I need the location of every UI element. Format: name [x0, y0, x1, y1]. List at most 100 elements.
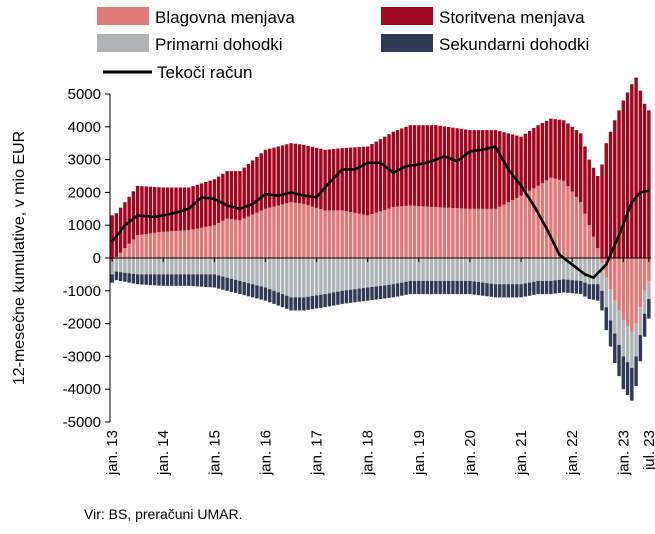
bar-segment — [532, 258, 536, 282]
bar-segment — [429, 258, 434, 281]
bar-segment — [182, 274, 187, 286]
bar-segment — [216, 275, 221, 289]
x-tick-label: jan. 15 — [206, 430, 223, 476]
bar-segment — [246, 163, 251, 217]
bar-segment — [446, 258, 451, 281]
bar-segment — [259, 153, 263, 211]
bar-segment — [434, 125, 438, 208]
bar-segment — [481, 282, 485, 296]
bar-segment — [310, 206, 315, 258]
x-tick-label: jan. 21 — [513, 430, 530, 476]
bar-segment — [638, 90, 643, 258]
bar-segment — [263, 287, 268, 301]
bar-segment — [272, 147, 276, 207]
bar-segment — [191, 258, 195, 275]
bar-segment — [429, 206, 434, 258]
bar-segment — [442, 258, 447, 281]
bar-segment — [604, 258, 608, 278]
y-tick-label: 1000 — [68, 217, 101, 234]
bar-segment — [348, 258, 353, 290]
bar-segment — [434, 207, 438, 258]
bar-segment — [630, 258, 634, 332]
bar-segment — [451, 127, 455, 208]
bar-segment — [391, 258, 396, 285]
bar-segment — [604, 307, 608, 331]
bar-segment — [280, 258, 285, 295]
y-tick-label: 0 — [93, 250, 101, 267]
bar-segment — [135, 235, 140, 258]
bar-segment — [425, 206, 430, 258]
y-tick-label: -1000 — [63, 283, 101, 300]
bar-segment — [557, 119, 562, 180]
bar-segment — [208, 180, 212, 227]
bar-segment — [378, 139, 383, 212]
bar-segment — [250, 258, 255, 285]
bar-segment — [323, 210, 327, 258]
bar-segment — [451, 207, 455, 258]
bar-segment — [374, 258, 378, 287]
bar-segment — [421, 280, 425, 295]
bar-segment — [323, 258, 327, 295]
bar-segment — [246, 216, 251, 258]
bar-segment — [506, 258, 511, 285]
bar-segment — [438, 125, 442, 208]
bar-segment — [293, 143, 298, 203]
bar-segment — [259, 210, 263, 258]
bar-segment — [344, 147, 349, 212]
x-tick-label: jul. 23 — [641, 430, 655, 471]
bar-segment — [212, 258, 217, 275]
bar-segment — [583, 258, 587, 283]
bar-segment — [617, 258, 621, 311]
x-tick-label: jan. 23 — [615, 430, 632, 476]
bar-segment — [233, 258, 238, 280]
bar-segment — [566, 258, 570, 280]
bar-segment — [374, 141, 378, 213]
bar-segment — [195, 258, 200, 275]
legend-label-0: Blagovna menjava — [155, 8, 295, 27]
bar-segment — [310, 146, 315, 207]
bar-segment — [302, 144, 306, 204]
bar-segment — [387, 208, 391, 258]
bar-segment — [297, 203, 302, 258]
bar-segment — [378, 211, 383, 258]
bar-segment — [647, 299, 651, 319]
bar-segment — [319, 209, 323, 258]
bar-segment — [331, 292, 336, 306]
bar-segment — [170, 231, 174, 258]
bar-segment — [544, 120, 549, 181]
bar-segment — [446, 127, 451, 208]
bar-segment — [157, 274, 161, 286]
bar-segment — [400, 206, 404, 258]
bar-segment — [174, 230, 178, 258]
bar-segment — [365, 287, 370, 301]
bar-segment — [238, 258, 242, 281]
bar-segment — [412, 205, 417, 258]
bar-segment — [472, 208, 476, 258]
bar-segment — [387, 134, 391, 209]
bar-segment — [613, 333, 617, 363]
bar-segment — [280, 145, 285, 205]
bar-segment — [536, 258, 540, 281]
bar-segment — [221, 173, 225, 221]
bar-segment — [297, 297, 302, 311]
bar-segment — [566, 123, 570, 187]
bar-segment — [340, 148, 344, 211]
bar-segment — [395, 130, 400, 207]
bar-segment — [634, 356, 638, 386]
bar-segment — [259, 286, 263, 300]
bar-segment — [246, 283, 251, 297]
bar-segment — [344, 290, 349, 304]
bar-segment — [140, 186, 144, 235]
bar-segment — [123, 272, 127, 282]
bar-segment — [527, 282, 532, 296]
bar-segment — [306, 258, 310, 297]
bar-segment — [498, 206, 502, 258]
bar-segment — [617, 344, 621, 377]
bar-segment — [596, 248, 600, 258]
bar-segment — [114, 271, 119, 281]
bar-segment — [502, 132, 506, 205]
bar-segment — [438, 207, 442, 258]
bar-segment — [587, 159, 591, 226]
bar-segment — [455, 280, 459, 295]
bar-segment — [361, 288, 366, 302]
